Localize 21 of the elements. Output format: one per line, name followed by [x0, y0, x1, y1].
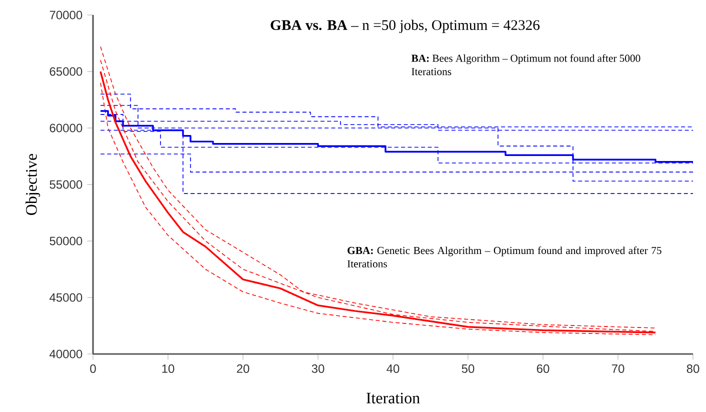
x-tick-label: 80 [686, 364, 700, 373]
y-axis-title: Objective [26, 154, 40, 215]
x-tick-label: 40 [386, 364, 400, 373]
annotation: GBA: Genetic Bees Algorithm – Optimum found and improved after 75 Iterations [347, 246, 662, 268]
y-tick-label: 70000 [50, 10, 82, 20]
y-tick-label: 50000 [50, 236, 82, 246]
x-tick-label: 50 [462, 364, 474, 373]
x-tick-label: 30 [312, 364, 324, 373]
x-tick-label: 10 [162, 364, 174, 373]
y-tick-label: 45000 [50, 293, 82, 302]
x-tick-label: 70 [612, 364, 624, 373]
x-tick-label: 60 [536, 364, 550, 373]
y-tick-label: 55000 [50, 180, 82, 189]
y-tick-label: 40000 [50, 350, 82, 358]
x-axis-title: Iteration [366, 392, 420, 404]
annotation: BA: Bees Algorithm – Optimum not found after 5000 Iterations [411, 54, 640, 76]
chart-title: GBA vs. BA – n =50 jobs, Optimum = 42326 [270, 20, 540, 34]
y-tick-label: 65000 [50, 67, 82, 76]
y-tick-label: 60000 [50, 124, 82, 132]
x-tick-label: 0 [90, 364, 96, 373]
x-tick-label: 20 [236, 364, 250, 373]
